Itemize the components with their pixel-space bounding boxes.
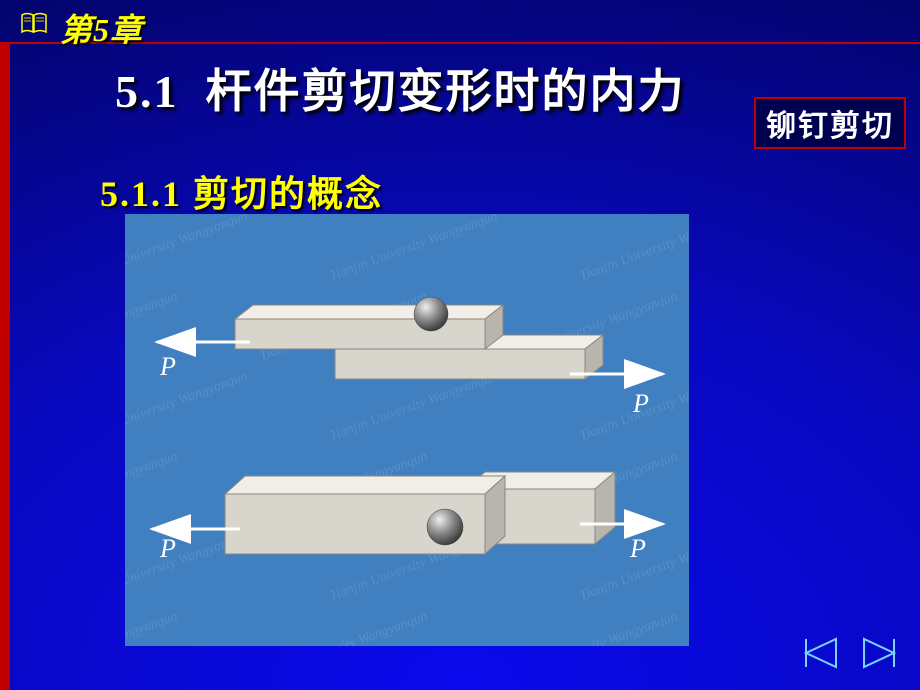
force-label: P (630, 534, 646, 564)
top-assembly-upper-bar (235, 305, 503, 349)
bottom-assembly-front-bar (225, 476, 505, 554)
force-label: P (160, 534, 176, 564)
bottom-rivet (427, 509, 463, 545)
nav-prev-button[interactable] (800, 635, 840, 676)
section-number: 5.1 (115, 66, 179, 117)
shear-diagram: Tianjin University WangyanqunTianjin Uni… (125, 214, 689, 646)
triangle-left-icon (800, 635, 840, 671)
subsection-heading: 剪切的概念 (193, 174, 383, 214)
force-label: P (160, 352, 176, 382)
section-title: 5.1 杆件剪切变形时的内力 (115, 55, 686, 121)
force-label: P (633, 389, 649, 419)
triangle-right-icon (860, 635, 900, 671)
book-icon (20, 12, 48, 39)
subsection-title: 5.1.1 剪切的概念 (100, 165, 383, 217)
section-heading: 杆件剪切变形时的内力 (206, 66, 686, 117)
nav-next-button[interactable] (860, 635, 900, 676)
accent-bar (0, 44, 10, 690)
header-bar: 第5章 (0, 0, 920, 44)
top-rivet (414, 297, 448, 331)
diagram-svg (125, 214, 689, 646)
chapter-label: 第5章 (60, 5, 143, 51)
badge-text: 铆钉剪切 (766, 110, 894, 143)
subsection-number: 5.1.1 (100, 174, 182, 214)
topic-badge[interactable]: 铆钉剪切 (754, 97, 906, 149)
